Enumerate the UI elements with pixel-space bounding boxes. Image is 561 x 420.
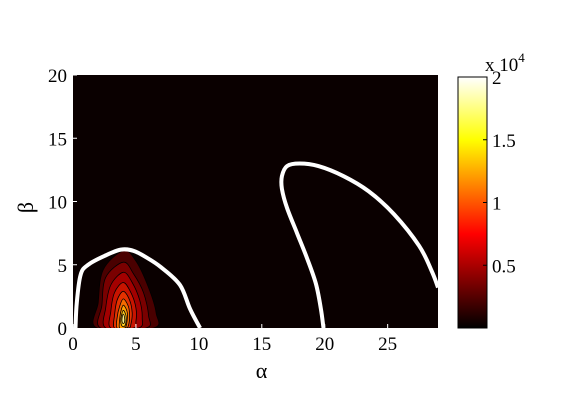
white-boundaries: [73, 161, 438, 328]
x-axis-label: α: [256, 358, 268, 383]
x-axis: 0 5 10 15 20 25: [68, 324, 397, 355]
colorbar-tick-label: 2: [492, 68, 502, 89]
y-axis: 0 5 10 15 20: [48, 66, 77, 340]
y-axis-label: β: [13, 202, 38, 213]
contour-level-9: [121, 313, 126, 325]
x-tick-label: 15: [252, 334, 271, 355]
x-tick-label: 25: [378, 334, 397, 355]
x-tick-label: 10: [189, 334, 208, 355]
x-tick-label: 20: [315, 334, 334, 355]
colorbar-ticks: 0.5 1 1.5 2: [483, 68, 516, 277]
colorbar-tick-label: 0.5: [492, 256, 516, 277]
y-tick-label: 15: [48, 129, 67, 150]
y-tick-label: 20: [48, 66, 67, 87]
boundary-large: [279, 161, 438, 328]
x-tick-label: 5: [131, 334, 141, 355]
colorbar-multiplier-exponent: 4: [518, 50, 525, 65]
x-tick-label: 0: [68, 334, 78, 355]
boundary-small: [73, 247, 202, 328]
contour-fills: [92, 250, 160, 328]
y-tick-label: 10: [48, 193, 67, 214]
y-tick-label: 0: [58, 319, 68, 340]
colorbar-tick-label: 1.5: [492, 131, 516, 152]
colorbar-multiplier-base: x 10: [485, 55, 518, 76]
y-tick-label: 5: [58, 256, 68, 277]
colorbar-multiplier: x 104: [485, 50, 525, 76]
colorbar-tick-label: 1: [492, 194, 502, 215]
colorbar: [457, 76, 488, 329]
